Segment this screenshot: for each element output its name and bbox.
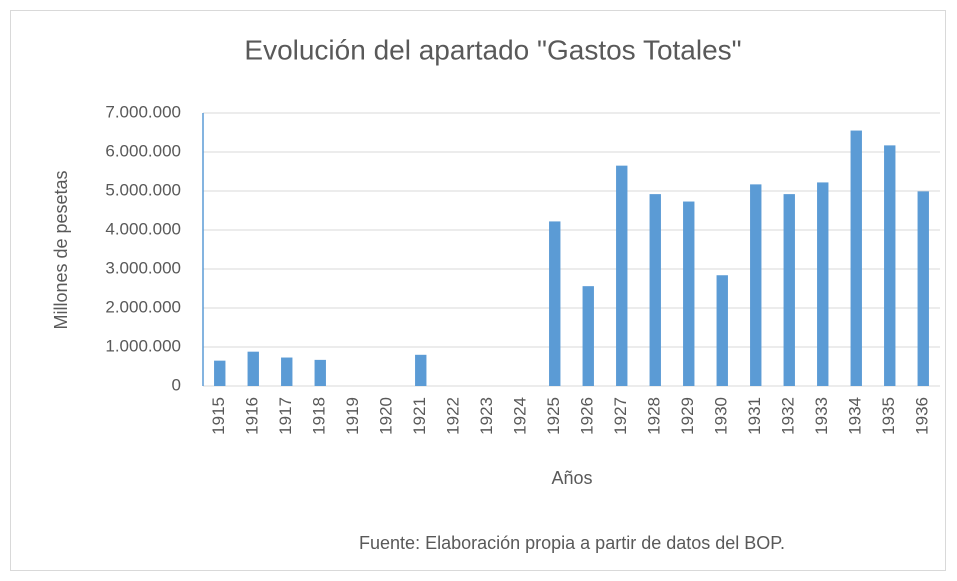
x-tick-label: 1935 — [879, 397, 898, 435]
x-tick-label: 1936 — [913, 397, 932, 435]
y-tick-label: 2.000.000 — [105, 297, 181, 316]
x-tick-label: 1917 — [276, 397, 295, 435]
x-tick-label: 1932 — [779, 397, 798, 435]
x-tick-label: 1924 — [511, 397, 530, 435]
x-tick-label: 1923 — [477, 397, 496, 435]
y-tick-label: 7.000.000 — [105, 102, 181, 121]
y-tick-label: 1.000.000 — [105, 336, 181, 355]
bar — [716, 275, 728, 386]
bar — [683, 201, 695, 386]
x-tick-label: 1920 — [377, 397, 396, 435]
x-tick-label: 1921 — [410, 397, 429, 435]
y-axis-label: Millones de pesetas — [51, 170, 71, 329]
x-tick-label: 1927 — [611, 397, 630, 435]
x-tick-label: 1934 — [846, 397, 865, 435]
y-tick-label: 4.000.000 — [105, 219, 181, 238]
x-tick-label: 1922 — [444, 397, 463, 435]
x-axis-label: Años — [551, 468, 592, 488]
x-tick-label: 1925 — [544, 397, 563, 435]
x-tick-label: 1931 — [745, 397, 764, 435]
y-tick-label: 6.000.000 — [105, 141, 181, 160]
bar — [783, 194, 795, 386]
x-tick-label: 1915 — [209, 397, 228, 435]
bar — [884, 145, 896, 386]
bar — [281, 357, 293, 386]
x-tick-label: 1929 — [678, 397, 697, 435]
bar — [582, 286, 594, 386]
x-tick-label: 1930 — [712, 397, 731, 435]
x-tick-label: 1916 — [243, 397, 262, 435]
chart-title: Evolución del apartado "Gastos Totales" — [244, 34, 741, 65]
bar — [214, 360, 226, 386]
chart-border — [10, 10, 946, 571]
x-tick-label: 1926 — [578, 397, 597, 435]
bar — [850, 130, 862, 386]
bar — [917, 191, 929, 386]
x-tick-label: 1919 — [343, 397, 362, 435]
x-tick-label: 1928 — [645, 397, 664, 435]
x-tick-label: 1933 — [812, 397, 831, 435]
y-tick-label: 0 — [172, 375, 181, 394]
bar — [750, 184, 762, 386]
y-tick-label: 5.000.000 — [105, 180, 181, 199]
bar — [314, 359, 326, 386]
y-tick-label: 3.000.000 — [105, 258, 181, 277]
x-tick-label: 1918 — [310, 397, 329, 435]
bar — [817, 182, 829, 386]
bar — [247, 351, 259, 386]
bar — [549, 221, 561, 386]
bar — [415, 354, 427, 386]
bar — [649, 194, 661, 386]
source-note: Fuente: Elaboración propia a partir de d… — [359, 533, 785, 553]
bar — [616, 165, 628, 386]
